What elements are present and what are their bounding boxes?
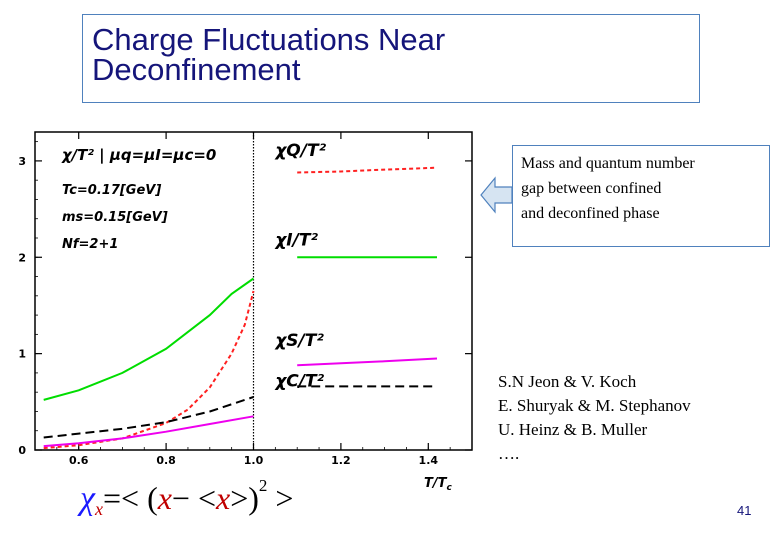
y-tick-label: 2 [18, 251, 26, 264]
series-label: χS/T² [274, 331, 324, 351]
slide-title-line2: Deconfinement [92, 52, 301, 87]
series-line-2-deconfined [297, 357, 438, 367]
x-tick-label: 0.8 [156, 454, 176, 467]
formula-sub: x [94, 499, 103, 519]
series-label: χQ/T² [274, 141, 326, 161]
x-tick-label: 0.6 [69, 454, 89, 467]
chart-annotation: Nf=2+1 [62, 237, 118, 252]
chart-ticks: 0.6 0.8 1.0 1.2 1.4 0 1 2 3 [18, 132, 473, 467]
series-line-2-confined [43, 415, 254, 448]
formula-eq-open: =< ( [102, 480, 158, 516]
series-line-1-confined [43, 277, 255, 401]
series-line-0-confined [43, 290, 255, 450]
series-label: χC/T² [274, 371, 324, 391]
formula-end: > [267, 480, 294, 516]
callout-line-2: gap between confined [521, 180, 662, 197]
author-line-1: S.N Jeon & V. Koch [498, 372, 637, 391]
x-tick-label: 1.2 [331, 454, 351, 467]
slide-title: Charge Fluctuations Near Deconfinement [92, 22, 446, 87]
page-number: 41 [737, 503, 752, 518]
y-tick-label: 3 [18, 155, 26, 168]
slide-title-line1: Charge Fluctuations Near [92, 22, 446, 57]
chart-labels: T/Tc χQ/T² χI/T² χS/T² χC/T² [274, 141, 452, 493]
y-tick-label: 0 [18, 444, 26, 457]
author-line-4: …. [498, 444, 520, 463]
author-line-2: E. Shuryak & M. Stephanov [498, 396, 691, 415]
formula-x1: x [157, 480, 172, 516]
formula-close: >) [230, 480, 259, 516]
author-list: S.N Jeon & V. Koch E. Shuryak & M. Steph… [498, 370, 691, 466]
series-line-0-deconfined [297, 166, 438, 174]
left-arrow-icon [480, 176, 513, 214]
x-tick-label: 1.0 [244, 454, 264, 467]
chart-annotations: χ/T² | μq=μI=μc=0 Tc=0.17[GeV] ms=0.15[GeV… [61, 146, 216, 252]
formula-chi: χ [80, 480, 95, 517]
chart-annotation: χ/T² | μq=μI=μc=0 [61, 146, 216, 165]
x-axis-label: T/Tc [424, 476, 452, 493]
y-tick-label: 1 [18, 348, 26, 361]
series-label: χI/T² [274, 231, 318, 251]
chart-annotation: ms=0.15[GeV] [62, 210, 168, 225]
formula-minus: − < [171, 480, 217, 516]
author-line-3: U. Heinz & B. Muller [498, 420, 648, 439]
callout-line-3: and deconfined phase [521, 205, 660, 222]
x-axis-label-sub: c [446, 483, 452, 493]
callout-line-1: Mass and quantum number [521, 155, 695, 172]
callout-box: Mass and quantum number gap between conf… [512, 145, 770, 247]
callout-text: Mass and quantum number gap between conf… [521, 151, 766, 226]
susceptibility-formula: χx=< (x− <x>)2 > [80, 476, 293, 526]
formula-sup: 2 [258, 476, 268, 495]
title-box: Charge Fluctuations Near Deconfinement [82, 14, 700, 103]
chart-series [43, 166, 438, 450]
series-line-3-confined [43, 396, 254, 439]
formula-x2: x [216, 480, 231, 516]
chart-annotation: Tc=0.17[GeV] [62, 183, 161, 198]
x-tick-label: 1.4 [419, 454, 439, 467]
